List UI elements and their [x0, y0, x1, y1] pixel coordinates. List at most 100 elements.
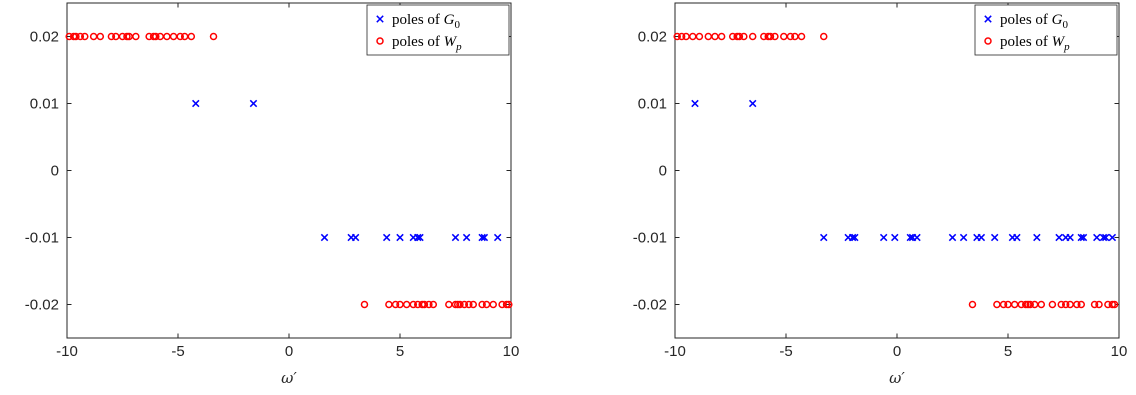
g0-pole-point	[913, 233, 921, 242]
x-axis-label: ω′	[281, 369, 297, 387]
g0-pole-point	[462, 233, 471, 242]
wp-pole-point	[786, 32, 795, 41]
legend: poles of G0 poles of Wp	[366, 4, 510, 56]
y-tick-label: 0	[51, 163, 59, 180]
wp-pole-point	[72, 32, 80, 41]
legend-entry-label: poles of G0	[392, 12, 461, 31]
wp-pole-point	[1057, 300, 1066, 309]
g0-pole-point	[480, 233, 489, 242]
wp-pole-point	[766, 32, 775, 41]
wp-pole-point	[968, 300, 977, 309]
wp-pole-point	[689, 32, 697, 41]
wp-pole-point	[152, 32, 160, 41]
wp-pole-point	[1077, 300, 1086, 309]
wp-pole-point	[89, 32, 98, 41]
wp-pole-point	[717, 32, 726, 41]
y-tick-label: 0.01	[30, 96, 59, 113]
x-tick-label: 10	[1111, 343, 1128, 360]
series-g0-poles	[192, 99, 502, 242]
y-tick-label: 0.02	[638, 29, 667, 46]
y-tick-label: -0.02	[633, 297, 667, 314]
wp-pole-point	[132, 32, 140, 41]
wp-pole-point	[999, 300, 1008, 309]
wp-pole-point	[460, 300, 469, 309]
g0-pole-point	[396, 233, 404, 242]
g0-pole-point	[1077, 233, 1085, 242]
g0-pole-point	[1099, 233, 1108, 242]
legend-wp-marker	[376, 37, 384, 45]
g0-pole-point	[990, 233, 999, 242]
wp-pole-point	[385, 300, 393, 309]
legend-entry-label: poles of Wp	[1000, 34, 1070, 53]
g0-pole-point	[959, 233, 968, 242]
g0-pole-point	[1108, 233, 1117, 242]
wp-pole-point	[1048, 300, 1057, 309]
g0-pole-point	[848, 233, 857, 242]
wp-pole-point	[478, 300, 486, 309]
wp-pole-point	[96, 32, 105, 41]
wp-pole-point	[797, 32, 806, 41]
wp-pole-point	[704, 32, 713, 41]
g0-pole-point	[1055, 233, 1063, 242]
y-tick-label: 0	[659, 163, 667, 180]
g0-pole-point	[1101, 233, 1110, 242]
wp-pole-point	[1026, 300, 1034, 309]
wp-pole-point	[735, 32, 744, 41]
legend-box	[366, 4, 510, 56]
wp-pole-point	[1090, 300, 1099, 309]
chart-right: -10 -5 0 5 10 0.02 0.01 0 -0.01 -0.02 ω′ poles of G…	[633, 2, 1128, 387]
x-tick-label: 5	[396, 343, 404, 360]
wp-pole-point	[425, 300, 433, 309]
wp-pole-point	[456, 300, 464, 309]
wp-pole-point	[391, 300, 400, 309]
chart-left: -10 -5 0 5 10 0.02 0.01 0 -0.01 -0.02 ω′ poles of G…	[25, 2, 519, 387]
legend-box	[974, 4, 1118, 56]
wp-pole-point	[780, 32, 788, 41]
g0-pole-point	[320, 233, 329, 242]
y-tick-label: 0.02	[30, 29, 59, 46]
g0-pole-point	[478, 233, 486, 242]
legend-entry-label: poles of G0	[1000, 12, 1069, 31]
series-wp-poles	[673, 32, 1119, 309]
legend-wp-marker	[984, 37, 992, 45]
x-tick-label: 0	[285, 343, 293, 360]
wp-pole-point	[107, 32, 116, 41]
wp-pole-point	[402, 300, 411, 309]
g0-pole-point	[1013, 233, 1021, 242]
g0-pole-point	[414, 233, 422, 242]
y-tick-label: 0.01	[638, 96, 667, 113]
wp-pole-point	[748, 32, 757, 41]
g0-pole-point	[1066, 233, 1074, 242]
g0-pole-point	[851, 233, 859, 242]
wp-pole-point	[1095, 300, 1103, 309]
series-g0-poles	[691, 99, 1117, 242]
wp-pole-point	[81, 32, 89, 41]
legend-entry-label: poles of Wp	[392, 34, 462, 53]
g0-pole-point	[977, 233, 986, 242]
g0-pole-point	[748, 99, 757, 108]
wp-pole-point	[993, 300, 1001, 309]
x-tick-label: -5	[779, 343, 792, 360]
x-tick-label: -5	[171, 343, 184, 360]
wp-pole-point	[1010, 300, 1019, 309]
legend-g0-marker	[376, 15, 384, 23]
wp-pole-point	[76, 32, 85, 41]
g0-pole-point	[493, 233, 502, 242]
g0-pole-point	[891, 233, 899, 242]
wp-pole-point	[673, 32, 681, 41]
wp-pole-point	[1037, 300, 1046, 309]
g0-pole-point	[351, 233, 360, 242]
wp-pole-point	[169, 32, 178, 41]
wp-pole-point	[695, 32, 704, 41]
g0-pole-point	[249, 99, 258, 108]
g0-pole-point	[192, 99, 200, 108]
g0-pole-point	[451, 233, 460, 242]
x-axis-label: ω′	[889, 369, 905, 387]
y-tick-label: -0.01	[25, 230, 59, 247]
wp-pole-point	[819, 32, 828, 41]
y-tick-label: -0.01	[633, 230, 667, 247]
wp-pole-point	[711, 32, 719, 41]
x-tick-label: -10	[56, 343, 78, 360]
wp-pole-point	[409, 300, 418, 309]
g0-pole-point	[1093, 233, 1101, 242]
